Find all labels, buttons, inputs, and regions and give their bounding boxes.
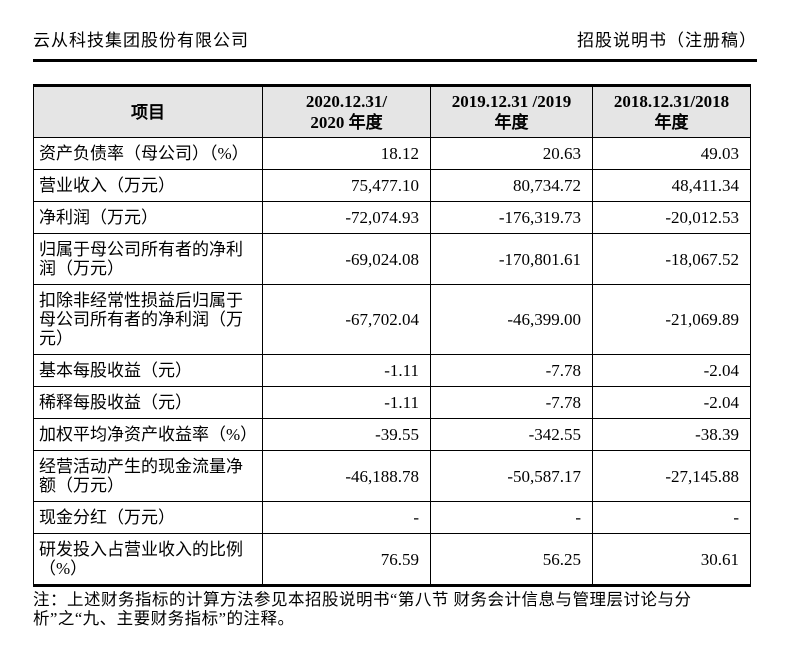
row-label: 经营活动产生的现金流量净额（万元） <box>33 450 263 502</box>
cell-value: -170,801.61 <box>430 233 593 285</box>
company-name: 云从科技集团股份有限公司 <box>33 31 249 50</box>
column-header-line2: 年度 <box>494 113 529 132</box>
row-label: 基本每股收益（元） <box>33 354 263 387</box>
cell-value: 76.59 <box>262 533 431 586</box>
cell-value: -7.78 <box>430 354 593 387</box>
footnote: 注：上述财务指标的计算方法参见本招股说明书“第八节 财务会计信息与管理层讨论与分… <box>33 590 692 628</box>
table-row: 归属于母公司所有者的净利润（万元） -69,024.08 -170,801.61… <box>33 233 751 285</box>
cell-value: -38.39 <box>592 418 751 451</box>
table-row: 加权平均净资产收益率（%） -39.55 -342.55 -38.39 <box>33 418 751 451</box>
row-label: 归属于母公司所有者的净利润（万元） <box>33 233 263 285</box>
page-header: 云从科技集团股份有限公司 招股说明书（注册稿） <box>33 26 757 62</box>
cell-value: - <box>262 501 431 534</box>
cell-value: -20,012.53 <box>592 201 751 234</box>
column-header-item: 项目 <box>33 85 263 138</box>
row-label: 研发投入占营业收入的比例（%） <box>33 533 263 586</box>
column-header-2019: 2019.12.31 /2019 年度 <box>430 85 593 138</box>
cell-value: 30.61 <box>592 533 751 586</box>
cell-value: -39.55 <box>262 418 431 451</box>
cell-value: -27,145.88 <box>592 450 751 502</box>
table-row: 经营活动产生的现金流量净额（万元） -46,188.78 -50,587.17 … <box>33 450 751 502</box>
cell-value: -2.04 <box>592 386 751 419</box>
cell-value: -21,069.89 <box>592 284 751 355</box>
column-header-line2: 年度 <box>654 113 689 132</box>
cell-value: -18,067.52 <box>592 233 751 285</box>
cell-value: -1.11 <box>262 354 431 387</box>
cell-value: -176,319.73 <box>430 201 593 234</box>
cell-value: - <box>430 501 593 534</box>
column-header-2020: 2020.12.31/ 2020 年度 <box>262 85 431 138</box>
column-header-line1: 2020.12.31/ <box>305 92 388 111</box>
table-row: 稀释每股收益（元） -1.11 -7.78 -2.04 <box>33 386 751 419</box>
table-row: 研发投入占营业收入的比例（%） 76.59 56.25 30.61 <box>33 533 751 586</box>
cell-value: -50,587.17 <box>430 450 593 502</box>
cell-value: 75,477.10 <box>262 169 431 202</box>
column-header-line2: 2020 年度 <box>310 113 383 132</box>
cell-value: 48,411.34 <box>592 169 751 202</box>
cell-value: - <box>592 501 751 534</box>
cell-value: 18.12 <box>262 137 431 170</box>
cell-value: -46,399.00 <box>430 284 593 355</box>
cell-value: -72,074.93 <box>262 201 431 234</box>
cell-value: -2.04 <box>592 354 751 387</box>
document-type: 招股说明书（注册稿） <box>577 31 757 50</box>
row-label: 扣除非经常性损益后归属于母公司所有者的净利润（万元） <box>33 284 263 355</box>
cell-value: -1.11 <box>262 386 431 419</box>
financial-indicators-table: 项目 2020.12.31/ 2020 年度 2019.12.31 /2019 … <box>33 84 751 587</box>
column-header-2018: 2018.12.31/2018 年度 <box>592 85 751 138</box>
cell-value: -69,024.08 <box>262 233 431 285</box>
cell-value: 56.25 <box>430 533 593 586</box>
table-row: 资产负债率（母公司）（%） 18.12 20.63 49.03 <box>33 137 751 170</box>
table-row: 营业收入（万元） 75,477.10 80,734.72 48,411.34 <box>33 169 751 202</box>
row-label: 现金分红（万元） <box>33 501 263 534</box>
row-label: 营业收入（万元） <box>33 169 263 202</box>
table-row: 现金分红（万元） - - - <box>33 501 751 534</box>
cell-value: -46,188.78 <box>262 450 431 502</box>
cell-value: -67,702.04 <box>262 284 431 355</box>
cell-value: -7.78 <box>430 386 593 419</box>
row-label: 稀释每股收益（元） <box>33 386 263 419</box>
table-row: 净利润（万元） -72,074.93 -176,319.73 -20,012.5… <box>33 201 751 234</box>
cell-value: 20.63 <box>430 137 593 170</box>
table-row: 基本每股收益（元） -1.11 -7.78 -2.04 <box>33 354 751 387</box>
cell-value: -342.55 <box>430 418 593 451</box>
row-label: 加权平均净资产收益率（%） <box>33 418 263 451</box>
column-header-line1: 2019.12.31 /2019 <box>451 92 572 111</box>
table-row: 扣除非经常性损益后归属于母公司所有者的净利润（万元） -67,702.04 -4… <box>33 284 751 355</box>
row-label: 资产负债率（母公司）（%） <box>33 137 263 170</box>
cell-value: 49.03 <box>592 137 751 170</box>
row-label: 净利润（万元） <box>33 201 263 234</box>
cell-value: 80,734.72 <box>430 169 593 202</box>
column-header-line1: 2018.12.31/2018 <box>613 92 730 111</box>
table-header-row: 项目 2020.12.31/ 2020 年度 2019.12.31 /2019 … <box>33 85 751 138</box>
column-header-line1: 项目 <box>131 102 165 122</box>
